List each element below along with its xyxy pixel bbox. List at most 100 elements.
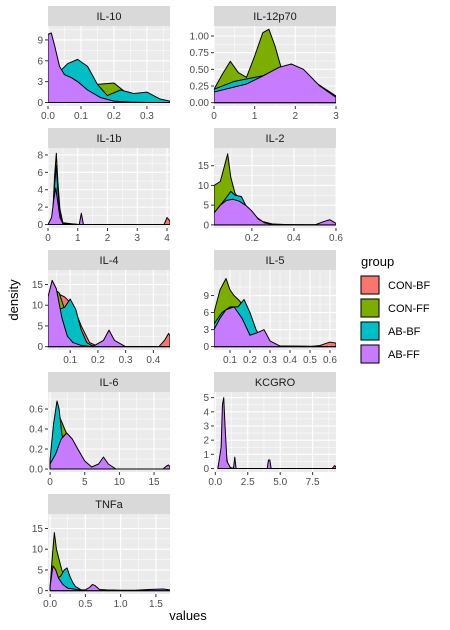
y-tick-label: 0.75 (190, 48, 210, 59)
y-tick-label: 8 (37, 150, 43, 161)
legend-item-ab-ff: AB-FF (360, 344, 420, 364)
y-tick-label: 9 (203, 291, 209, 302)
y-tick-label: 0.6 (29, 405, 43, 416)
x-tick-label: 1 (75, 233, 81, 244)
x-tick-label: 0.2 (243, 355, 257, 366)
x-tick-label: 1 (252, 111, 258, 122)
density-area-ab-ff (214, 63, 336, 104)
axes-il-5: 0.1 0.2 0.3 0.4 0.5 0.6 0 3 6 9 (203, 291, 337, 366)
x-tick-label: 1.0 (114, 599, 128, 610)
y-tick-label: 0 (37, 98, 43, 109)
strip-il-6 (48, 372, 170, 392)
legend-swatch-ab-ff (360, 344, 380, 364)
panel-tnfa: TNFa 0.0 0.5 1.0 1.5 0 5 10 15 (32, 494, 170, 610)
strip-il-2 (214, 128, 336, 148)
axes-kcgro: 0.0 2.5 5.0 7.5 0 1 2 3 4 5 (203, 393, 320, 488)
y-tick-label: 1 (203, 450, 209, 461)
y-tick-label: 0 (37, 220, 43, 231)
x-tick-label: 0.4 (283, 355, 297, 366)
density-areas-il-1b (48, 152, 170, 226)
legend-item-con-ff: CON-FF (360, 298, 430, 318)
density-areas-tnfa (49, 532, 170, 592)
x-tick-label: 0 (47, 477, 53, 488)
grid-il-2 (214, 148, 337, 228)
y-tick-label: 3 (37, 77, 43, 88)
legend-item-ab-bf: AB-BF (360, 321, 421, 341)
strip-label-il-6: IL-6 (100, 377, 119, 389)
panel-il-6: IL-6 0 5 10 15 0.0 0.2 0.4 0.6 (29, 372, 170, 488)
strip-label-il-2: IL-2 (266, 133, 285, 145)
y-tick-label: 15 (198, 161, 210, 172)
density-area-ab-ff (49, 432, 170, 470)
x-tick-label: 7.5 (306, 477, 320, 488)
x-tick-label: 0.1 (74, 111, 88, 122)
axes-il-6: 0 5 10 15 0.0 0.2 0.4 0.6 (29, 405, 160, 489)
panel-kcgro: KCGRO 0.0 2.5 5.0 7.5 0 1 2 3 4 5 (203, 372, 336, 488)
panel-il-2: IL-2 0.2 0.4 0.6 0 5 10 15 (198, 128, 344, 244)
x-tick-label: 15 (148, 477, 160, 488)
y-tick-label: 0.0 (29, 465, 43, 476)
strip-label-tnfa: TNFa (95, 499, 123, 511)
x-tick-label: 4 (164, 233, 170, 244)
y-tick-label: 1.00 (190, 32, 210, 43)
x-tick-label: 0.6 (323, 355, 337, 366)
density-areas-il-4 (48, 279, 170, 348)
y-axis-label: density (6, 279, 21, 321)
density-area-ab-ff (49, 565, 170, 592)
strip-label-il-4: IL-4 (100, 255, 119, 267)
strip-il-5 (214, 250, 336, 270)
x-tick-label: 0.0 (41, 111, 55, 122)
density-areas-il-5 (214, 278, 336, 348)
x-tick-label: 0.3 (263, 355, 277, 366)
panel-background-kcgro (214, 392, 336, 472)
strip-label-il-10: IL-10 (96, 11, 121, 23)
y-tick-label: 5 (37, 321, 43, 332)
legend-label: AB-BF (388, 326, 421, 338)
y-tick-label: 0.2 (29, 445, 43, 456)
y-tick-label: 6 (37, 168, 43, 179)
panel-il-10: IL-10 0.0 0.1 0.2 0.3 0 3 6 9 (37, 6, 170, 122)
density-area-ab-ff (217, 397, 336, 469)
y-tick-label: 0.50 (190, 65, 210, 76)
y-tick-label: 0 (37, 342, 43, 353)
legend: group CON-BF CON-FF AB-BF AB-FF (360, 254, 430, 364)
x-tick-label: 0.1 (223, 355, 237, 366)
density-areas-il-6 (49, 400, 170, 470)
x-tick-label: 5 (82, 477, 88, 488)
x-tick-label: 0.2 (107, 111, 121, 122)
x-tick-label: 2 (105, 233, 111, 244)
y-tick-label: 0.00 (190, 98, 210, 109)
strip-label-il-5: IL-5 (266, 255, 285, 267)
x-tick-label: 10 (114, 477, 126, 488)
axes-il-2: 0.2 0.4 0.6 0 5 10 15 (198, 161, 344, 244)
x-tick-label: 0.1 (63, 355, 77, 366)
strip-tnfa (48, 494, 170, 514)
y-tick-label: 3 (203, 421, 209, 432)
density-area-ab-ff (48, 32, 170, 104)
y-tick-label: 6 (37, 56, 43, 67)
y-tick-label: 15 (32, 280, 44, 291)
y-tick-label: 9 (37, 35, 43, 46)
strip-kcgro (214, 372, 336, 392)
panel-il-5: IL-5 0.1 0.2 0.3 0.4 0.5 0.6 0 3 6 9 (203, 250, 337, 366)
x-tick-label: 0.0 (43, 599, 57, 610)
x-tick-label: 5.0 (273, 477, 287, 488)
strip-label-il-12p70: IL-12p70 (253, 11, 296, 23)
x-tick-label: 2.5 (241, 477, 255, 488)
y-tick-label: 0.4 (29, 425, 43, 436)
x-tick-label: 0 (45, 233, 51, 244)
y-tick-label: 5 (203, 393, 209, 404)
y-tick-label: 5 (37, 565, 43, 576)
y-tick-label: 4 (203, 407, 209, 418)
y-tick-label: 4 (37, 185, 43, 196)
y-tick-label: 0 (203, 464, 209, 475)
panel-il-12p70: IL-12p70 0 1 2 3 0.00 0.25 0.50 0.75 1.00 (190, 6, 339, 122)
x-tick-label: 0.4 (287, 233, 301, 244)
axes-tnfa: 0.0 0.5 1.0 1.5 0 5 10 15 (32, 524, 163, 610)
y-tick-label: 2 (37, 203, 43, 214)
density-areas-kcgro (217, 397, 336, 469)
density-areas-il-10 (48, 32, 170, 104)
y-tick-label: 0 (203, 220, 209, 231)
panel-il-4: IL-4 0.1 0.2 0.3 0.4 0 5 10 15 (32, 250, 170, 366)
